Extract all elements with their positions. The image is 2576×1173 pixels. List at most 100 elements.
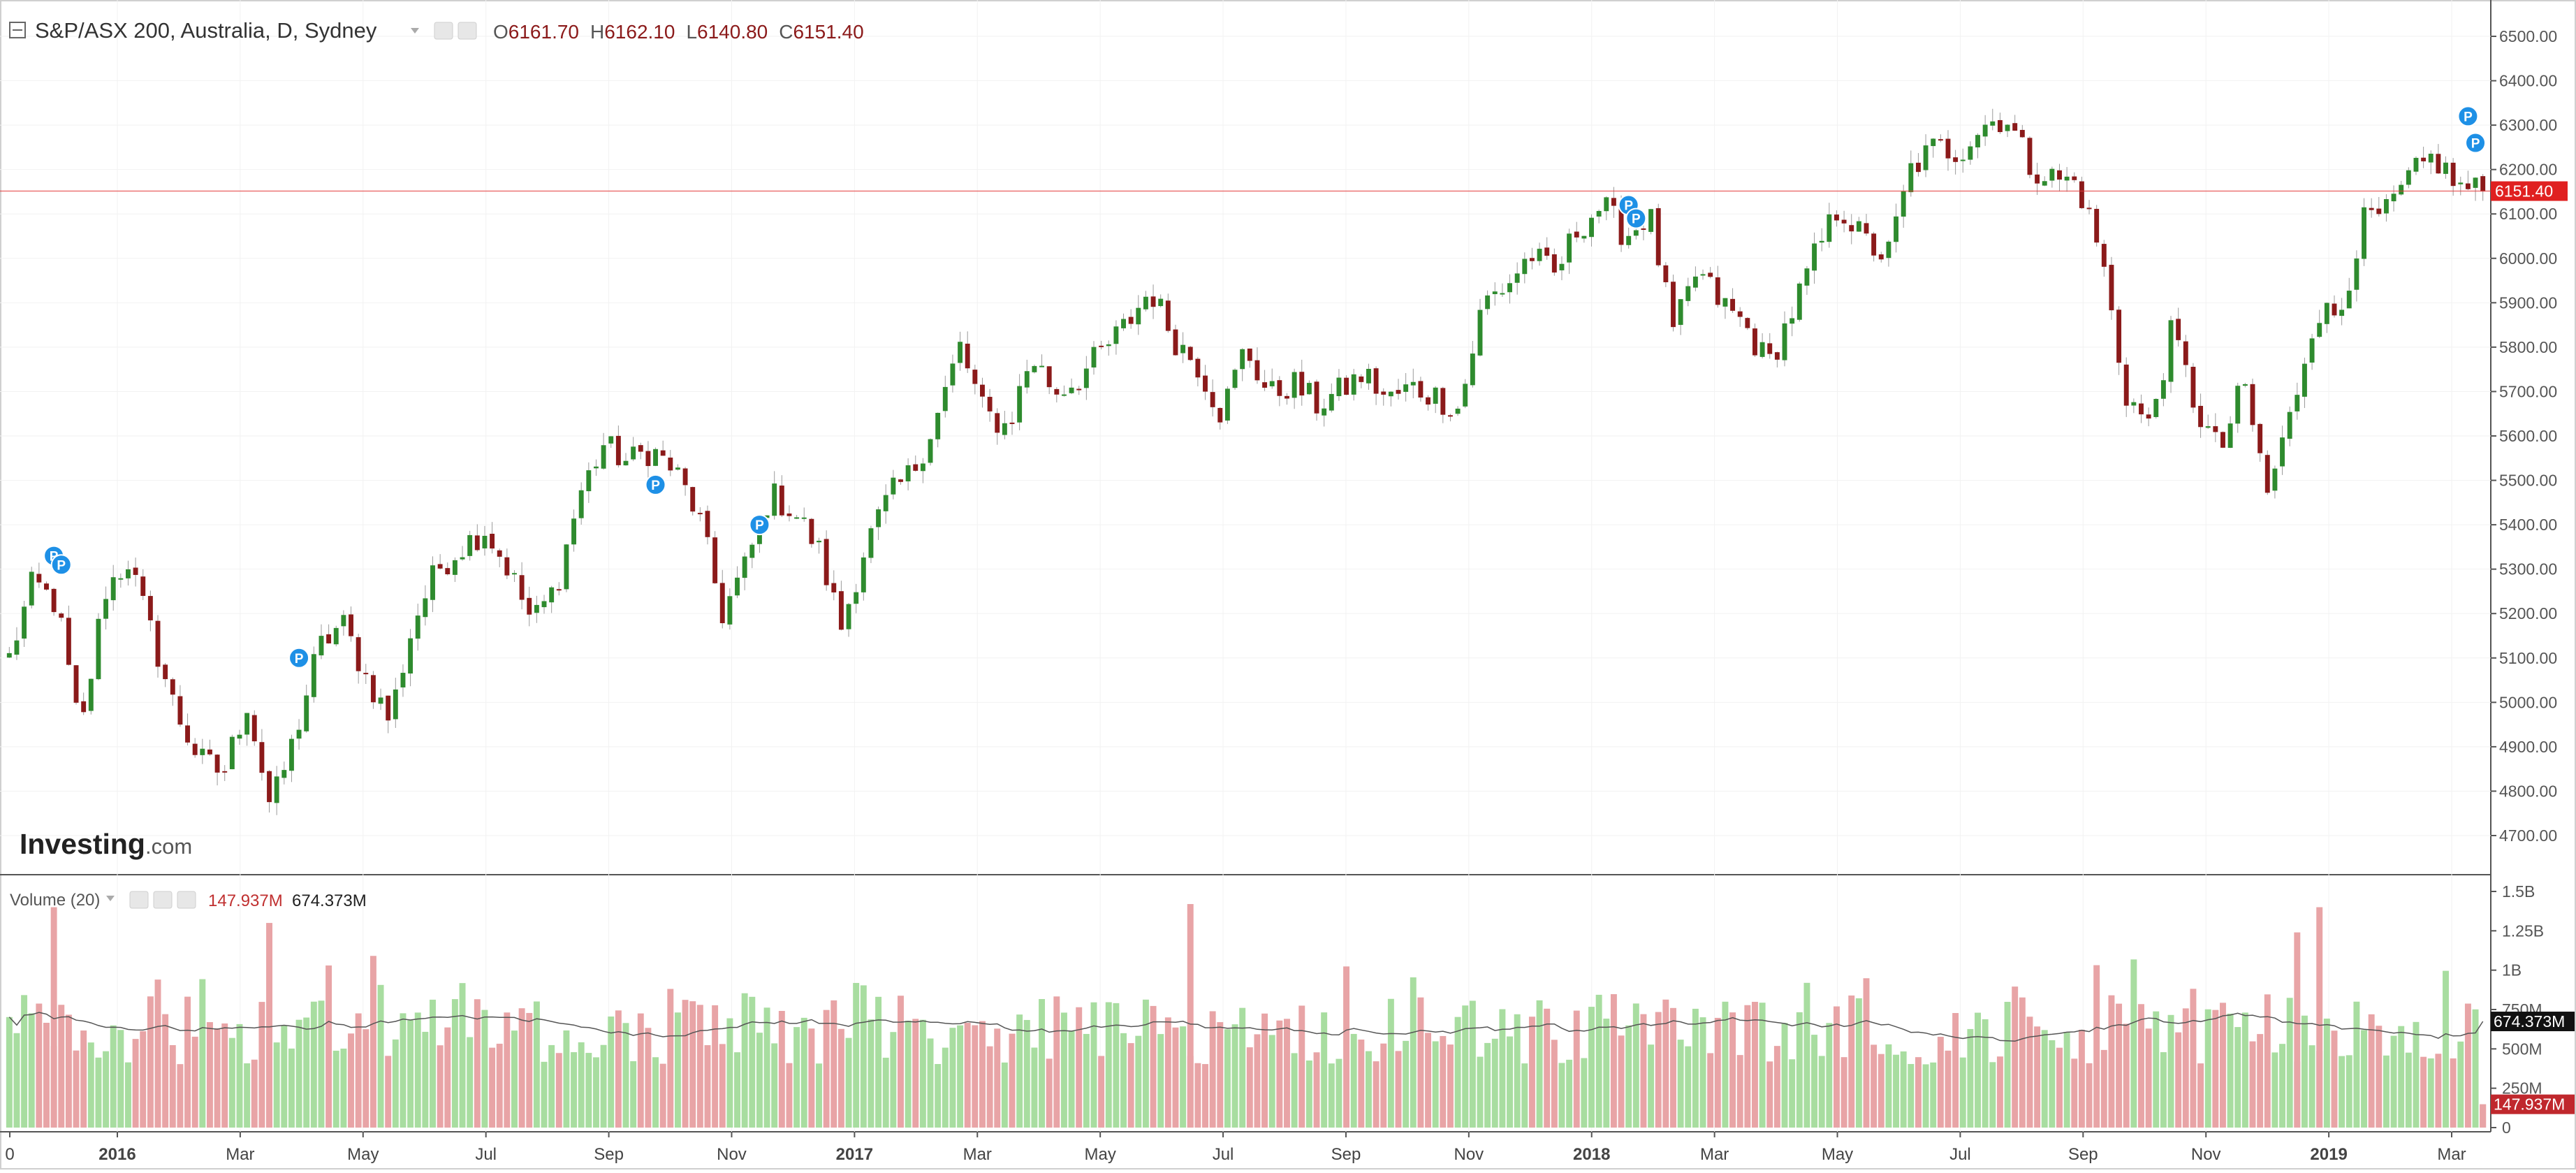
- event-marker-icon[interactable]: P: [50, 554, 72, 576]
- candle-body: [549, 587, 555, 603]
- candle-body: [170, 679, 175, 695]
- price-tick-label: 6100.00: [2499, 205, 2557, 223]
- candle-body: [1210, 392, 1215, 407]
- visibility-icon[interactable]: [434, 22, 453, 40]
- volume-bar: [1670, 1007, 1676, 1128]
- volume-bar: [1395, 1051, 1402, 1128]
- volume-bar-spike: [2316, 907, 2323, 1128]
- volume-bar: [422, 1031, 429, 1128]
- volume-bar: [756, 1033, 763, 1128]
- volume-bar: [1142, 999, 1149, 1128]
- volume-close-icon[interactable]: [177, 891, 196, 909]
- candle-body: [742, 556, 747, 578]
- candle-body: [1960, 159, 1966, 161]
- volume-bar: [2049, 1040, 2056, 1128]
- candle-body: [1180, 344, 1186, 354]
- candle-body: [705, 511, 710, 537]
- candle-body: [1708, 272, 1713, 277]
- volume-visibility-icon[interactable]: [129, 891, 149, 909]
- candle-body: [296, 729, 302, 739]
- volume-bar: [2271, 1052, 2278, 1128]
- time-tick-label: May: [1084, 1145, 1115, 1164]
- candle-body: [1344, 377, 1349, 395]
- volume-bar: [459, 983, 466, 1128]
- candle-body: [653, 449, 658, 466]
- candle-body: [73, 665, 79, 703]
- volume-bar: [177, 1064, 184, 1128]
- settings-icon[interactable]: [458, 22, 477, 40]
- candle-body: [185, 725, 191, 743]
- volume-bar: [1001, 1062, 1008, 1128]
- candle-body: [2027, 138, 2033, 175]
- volume-bar: [281, 1025, 288, 1128]
- volume-bar: [2086, 1063, 2093, 1128]
- volume-bar: [1403, 1040, 1410, 1128]
- event-marker-circle: [288, 647, 310, 669]
- price-tick-label: 4900.00: [2499, 738, 2557, 756]
- time-tick-label: 0: [5, 1145, 14, 1164]
- candle-body: [2139, 403, 2144, 415]
- volume-bar: [1640, 1014, 1647, 1128]
- time-tick-label: 2016: [98, 1145, 136, 1164]
- candle-body: [1076, 388, 1082, 391]
- candle-body: [482, 535, 488, 548]
- volume-bar: [1752, 1001, 1758, 1128]
- volume-bar: [942, 1047, 949, 1128]
- candle-body: [110, 577, 116, 601]
- candle-body: [898, 479, 903, 482]
- event-marker-icon[interactable]: P: [2457, 105, 2479, 127]
- candle-body: [1254, 360, 1260, 381]
- volume-bar: [2123, 1023, 2130, 1128]
- volume-bar: [2353, 1001, 2360, 1128]
- collapse-icon[interactable]: [9, 22, 26, 38]
- open-value: 6161.70: [508, 21, 579, 43]
- volume-bar: [1254, 1034, 1261, 1128]
- high-prefix: H: [590, 21, 604, 43]
- candle-body: [1938, 139, 1943, 141]
- volume-bar: [1499, 1009, 1506, 1128]
- candle-body: [133, 567, 138, 575]
- volume-header: Volume (20) 147.937M 674.373M: [10, 891, 367, 910]
- event-marker-icon[interactable]: P: [749, 514, 770, 536]
- volume-dropdown-icon[interactable]: [106, 896, 115, 901]
- candle-body: [1306, 383, 1312, 395]
- volume-bar: [868, 1019, 874, 1128]
- close-prefix: C: [779, 21, 793, 43]
- header-bar: S&P/ASX 200, Australia, D, Sydney O6161.…: [9, 18, 864, 43]
- candle-body: [779, 486, 784, 516]
- candle-body: [1329, 393, 1334, 411]
- candle-body: [1953, 157, 1959, 162]
- last-price-badge: [2491, 181, 2568, 201]
- event-marker-icon[interactable]: P: [645, 474, 666, 495]
- volume-bar: [1595, 994, 1602, 1128]
- candle-body: [1655, 207, 1661, 265]
- volume-bar: [2279, 1044, 2286, 1128]
- price-tick-label: 6200.00: [2499, 161, 2557, 179]
- candle-body: [1611, 198, 1616, 206]
- volume-bar: [592, 1057, 599, 1128]
- event-marker-icon[interactable]: P: [1625, 207, 1647, 229]
- volume-bar: [407, 1020, 414, 1128]
- candle-body: [341, 615, 346, 627]
- symbol-dropdown-icon[interactable]: [411, 28, 419, 34]
- candle-body: [1002, 423, 1007, 435]
- candle-body: [2391, 194, 2396, 202]
- candle-body: [1396, 390, 1401, 394]
- event-marker-icon[interactable]: P: [2465, 132, 2487, 154]
- event-marker-icon[interactable]: P: [288, 647, 310, 669]
- volume-bar: [2063, 1032, 2070, 1128]
- volume-settings-icon[interactable]: [153, 891, 173, 909]
- volume-bar: [1164, 1017, 1171, 1128]
- volume-bar: [979, 1021, 986, 1128]
- volume-bar: [95, 1057, 102, 1128]
- volume-bar: [110, 1025, 117, 1128]
- volume-bar: [2457, 1041, 2464, 1128]
- volume-bar: [696, 1005, 703, 1128]
- candle-body: [987, 397, 993, 411]
- candle-body: [2101, 244, 2107, 267]
- candle-body: [980, 384, 985, 397]
- volume-bar: [845, 1037, 852, 1128]
- candle-body: [1150, 296, 1156, 307]
